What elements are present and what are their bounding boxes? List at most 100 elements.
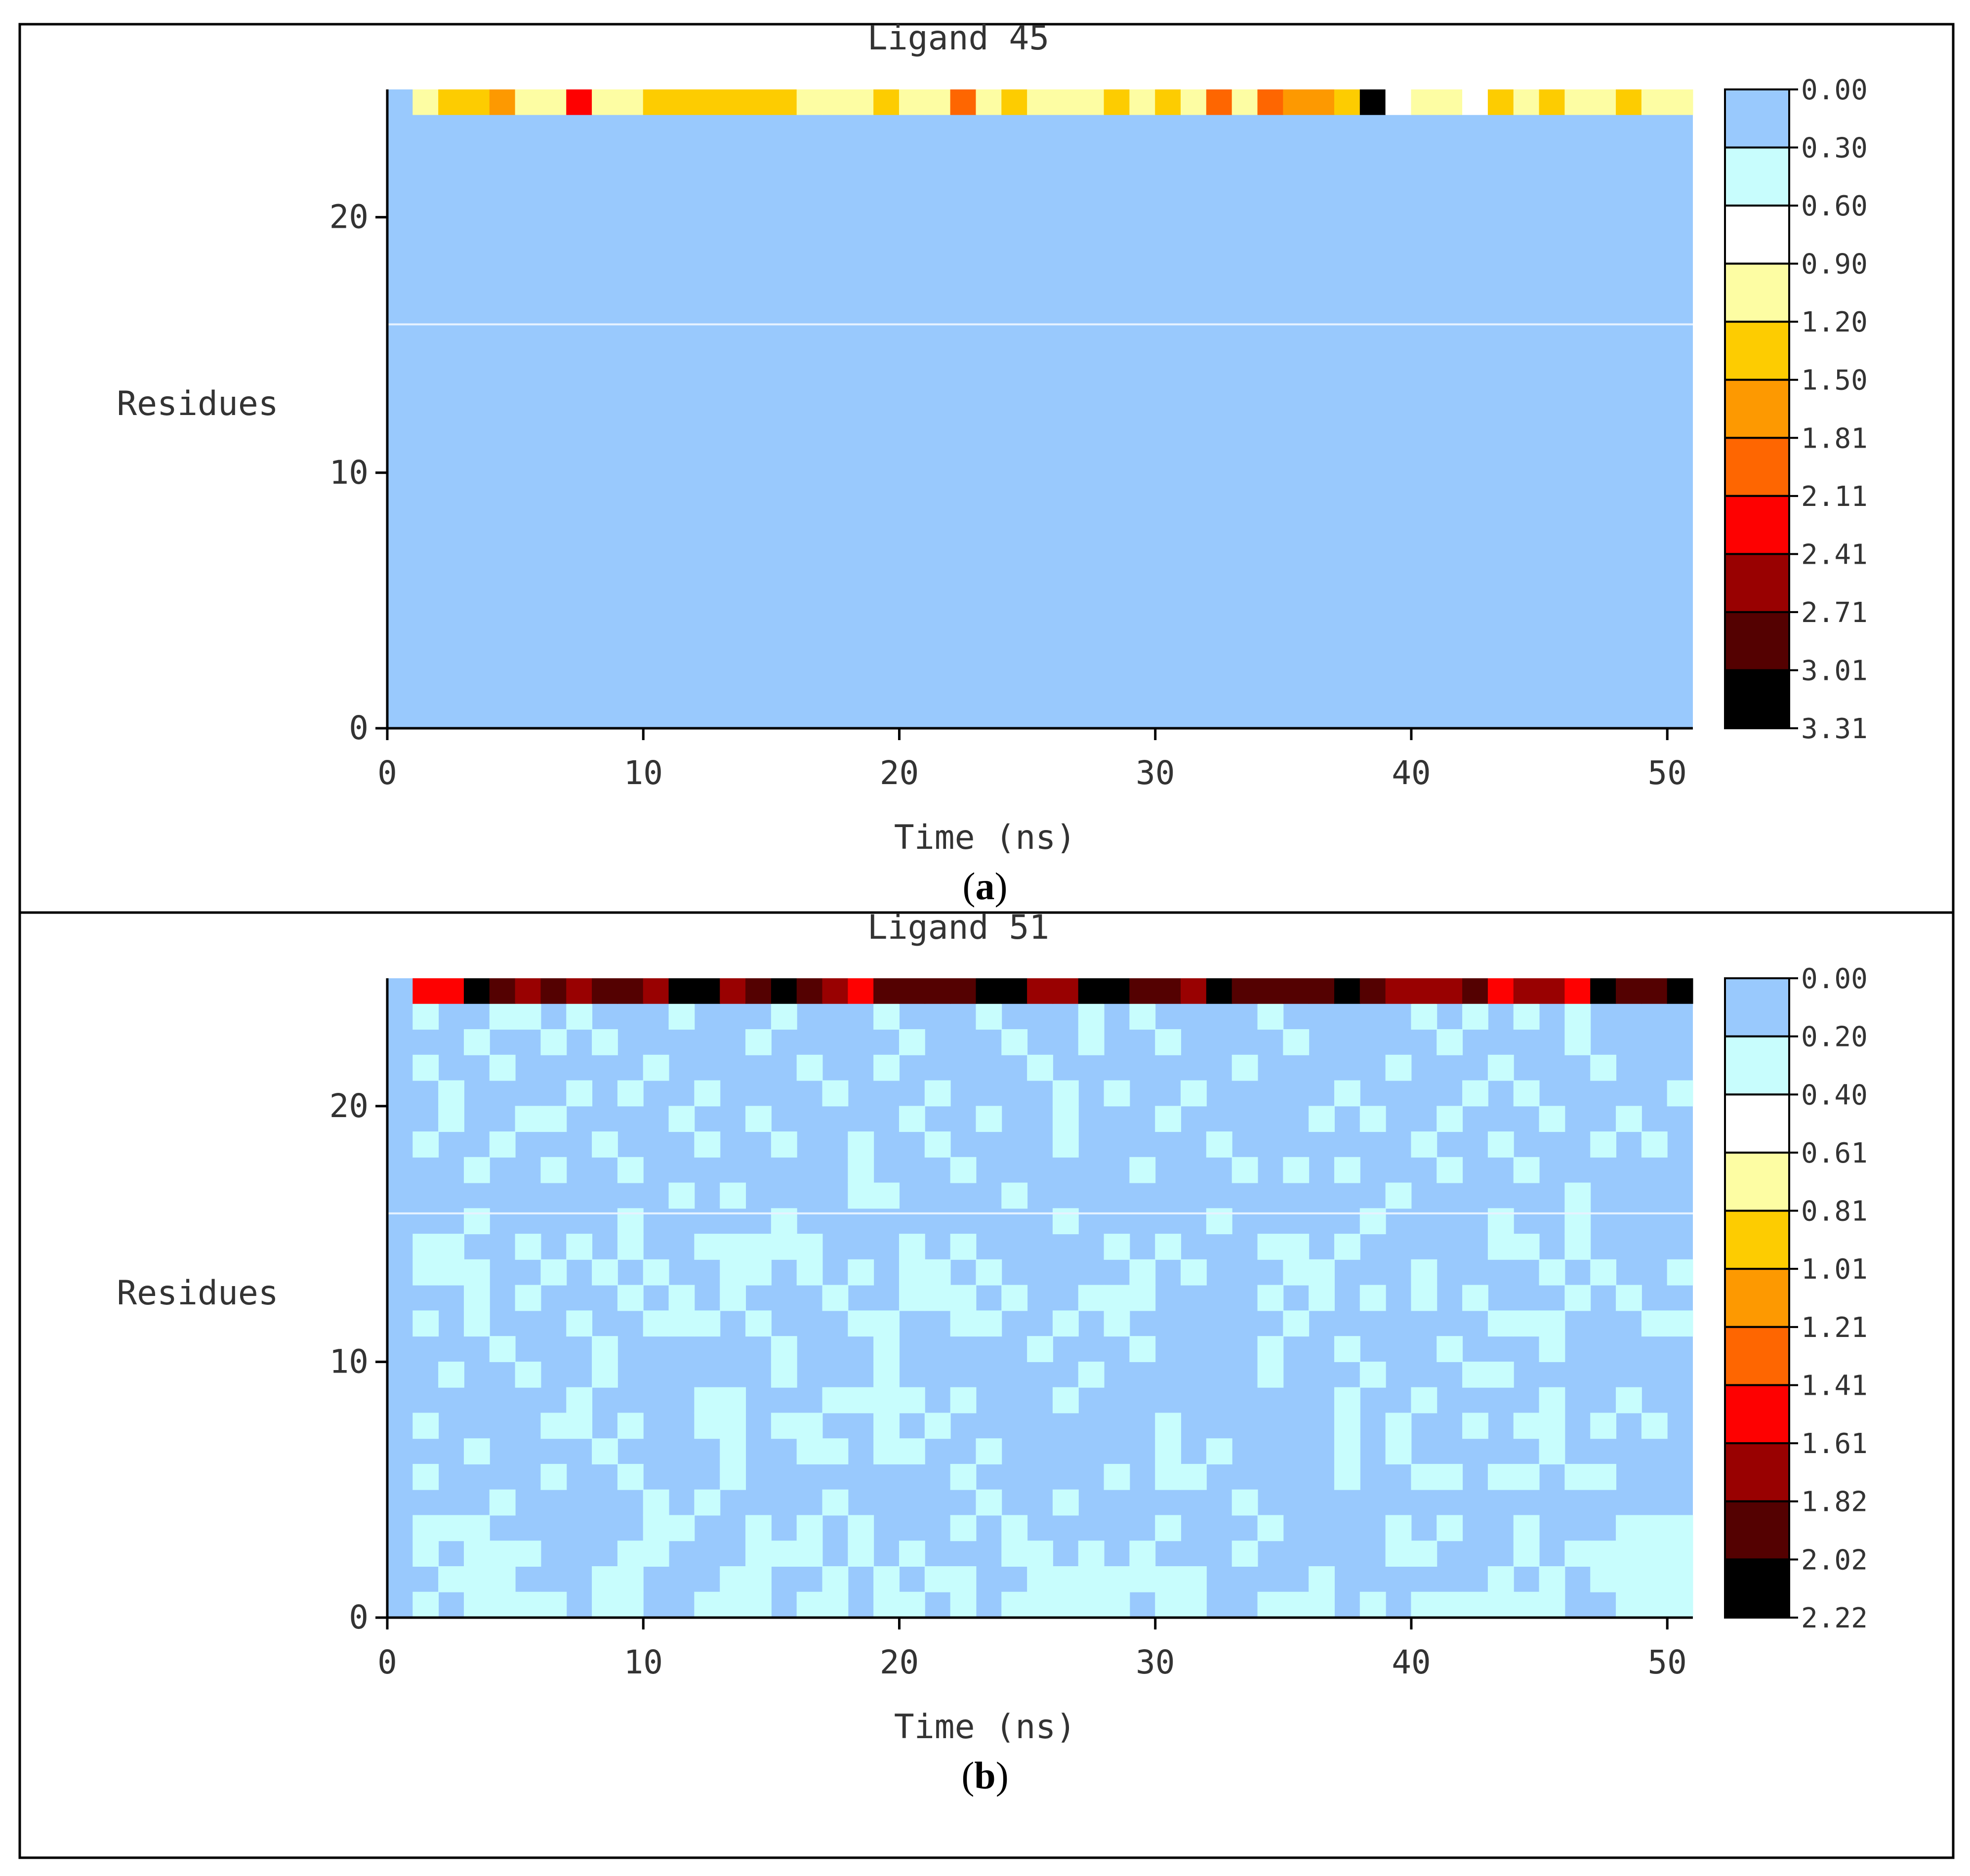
heatmap-cell: [950, 1463, 977, 1490]
heatmap-cell: [592, 1259, 618, 1286]
heatmap-cell: [489, 978, 516, 1004]
panel-a-xlabel: Time (ns): [894, 818, 1076, 857]
colorbar-label: 2.71: [1801, 597, 1868, 629]
heatmap-cell: [1539, 1336, 1565, 1362]
heatmap-cell: [873, 1566, 900, 1592]
heatmap-cell: [643, 978, 669, 1004]
heatmap-cell: [976, 1003, 1002, 1030]
heatmap-cell: [489, 1054, 516, 1081]
heatmap-cell: [1564, 1285, 1591, 1311]
heatmap-cell: [1181, 1080, 1207, 1107]
heatmap-cell: [1078, 89, 1105, 115]
heatmap-cell: [1334, 1234, 1360, 1260]
heatmap-cell: [1359, 1106, 1386, 1132]
heatmap-cell: [1667, 89, 1693, 115]
heatmap-cell: [438, 1106, 464, 1132]
heatmap-cell: [1487, 1361, 1514, 1388]
heatmap-cell: [515, 1285, 541, 1311]
heatmap-cell: [822, 1438, 849, 1464]
heatmap-cell: [515, 1234, 541, 1260]
heatmap-cell: [1539, 1310, 1565, 1337]
heatmap-cell: [924, 1413, 951, 1439]
panel-a: Ligand 45 0 10 20 30 40 50 0 10 20 Residues Time…: [117, 19, 1868, 908]
heatmap-cell: [1155, 1566, 1182, 1592]
x-tick-label: 20: [880, 1643, 919, 1681]
heatmap-cell: [1078, 1029, 1105, 1055]
heatmap-cell: [1359, 1591, 1386, 1618]
heatmap-cell: [1257, 1361, 1284, 1388]
y-tick-label: 0: [349, 709, 369, 747]
heatmap-cell: [1027, 1336, 1053, 1362]
heatmap-cell: [668, 1285, 695, 1311]
heatmap-cell: [976, 89, 1002, 115]
heatmap-cell: [1564, 89, 1591, 115]
colorbar-label: 0.00: [1801, 74, 1868, 106]
heatmap-cell: [1104, 1463, 1130, 1490]
heatmap-cell: [1078, 1361, 1105, 1388]
heatmap-cell: [463, 1438, 490, 1464]
heatmap-cell: [1155, 1106, 1182, 1132]
heatmap-cell: [1155, 1463, 1182, 1490]
heatmap-cell: [463, 1157, 490, 1183]
heatmap-cell: [694, 1591, 721, 1618]
heatmap-cell: [1641, 1310, 1668, 1337]
heatmap-cell: [1487, 978, 1514, 1004]
heatmap-cell: [1590, 1413, 1617, 1439]
heatmap-cell: [1078, 978, 1105, 1004]
heatmap-cell: [1487, 1131, 1514, 1158]
heatmap-cell: [1487, 1234, 1514, 1260]
heatmap-cell: [1181, 1463, 1207, 1490]
heatmap-cell: [1539, 89, 1565, 115]
heatmap-cell: [899, 978, 925, 1004]
heatmap-cell: [1616, 1285, 1642, 1311]
y-tick-label: 20: [329, 198, 369, 236]
heatmap-cell: [899, 1387, 925, 1414]
colorbar-label: 0.81: [1801, 1196, 1868, 1228]
heatmap-cell: [873, 89, 900, 115]
heatmap-cell: [1539, 978, 1565, 1004]
heatmap-cell: [463, 89, 490, 115]
heatmap-cell: [1027, 1054, 1053, 1081]
heatmap-cell: [1513, 1463, 1540, 1490]
heatmap-cell: [822, 1591, 849, 1618]
colorbar-swatch: [1724, 262, 1790, 323]
heatmap-cell: [848, 1182, 874, 1209]
heatmap-cell: [1385, 1438, 1412, 1464]
panel-b-label: (b): [961, 1754, 1008, 1797]
heatmap-cell: [1334, 1080, 1360, 1107]
heatmap-cell: [1385, 1413, 1412, 1439]
heatmap-cell: [1078, 1591, 1105, 1618]
heatmap-cell: [1283, 89, 1310, 115]
heatmap-cell: [924, 1259, 951, 1286]
heatmap-cell: [1667, 1515, 1693, 1542]
heatmap-cell: [1231, 1541, 1258, 1567]
heatmap-cell: [1257, 1285, 1284, 1311]
heatmap-cell: [1001, 1285, 1028, 1311]
heatmap-cell: [720, 89, 746, 115]
heatmap-cell: [617, 978, 644, 1004]
heatmap-cell: [848, 89, 874, 115]
heatmap-cell: [796, 1054, 823, 1081]
colorbar-label: 1.82: [1801, 1486, 1868, 1518]
heatmap-cell: [1462, 1361, 1488, 1388]
colorbar-swatch: [1724, 1268, 1790, 1328]
heatmap-cell: [1462, 978, 1488, 1004]
heatmap-cell: [796, 1591, 823, 1618]
heatmap-cell: [438, 1234, 464, 1260]
heatmap-cell: [1462, 1413, 1488, 1439]
heatmap-cell: [489, 1131, 516, 1158]
heatmap-cell: [1052, 1489, 1079, 1516]
heatmap-cell: [1564, 1003, 1591, 1030]
heatmap-cell: [1334, 1157, 1360, 1183]
heatmap-cell: [1616, 1387, 1642, 1414]
heatmap-cell: [873, 1387, 900, 1414]
heatmap-cell: [848, 978, 874, 1004]
heatmap-cell: [1359, 1361, 1386, 1388]
heatmap-cell: [720, 1182, 746, 1209]
heatmap-cell: [720, 978, 746, 1004]
heatmap-cell: [873, 1361, 900, 1388]
heatmap-cell: [976, 978, 1002, 1004]
colorbar-label: 1.01: [1801, 1253, 1868, 1286]
heatmap-cell: [1641, 1541, 1668, 1567]
heatmap-cell: [1385, 1541, 1412, 1567]
